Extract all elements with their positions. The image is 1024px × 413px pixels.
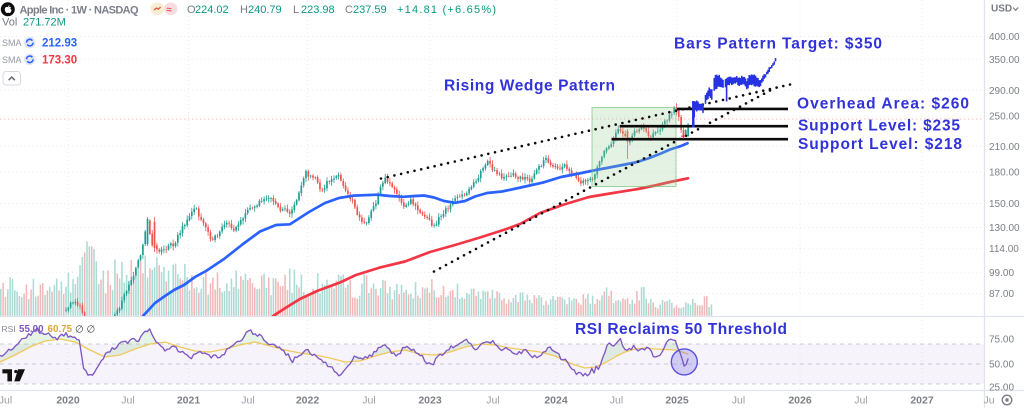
svg-text:2025: 2025 — [665, 395, 689, 407]
svg-text:150.00: 150.00 — [989, 199, 1020, 210]
svg-text:400.00: 400.00 — [989, 32, 1020, 43]
svg-text:180.00: 180.00 — [989, 168, 1020, 179]
svg-text:2023: 2023 — [418, 395, 442, 407]
svg-text:O: O — [187, 4, 196, 16]
svg-text:Jul: Jul — [241, 395, 254, 407]
svg-text:Bars Pattern Target: $350: Bars Pattern Target: $350 — [674, 36, 882, 53]
svg-text:RSI: RSI — [2, 324, 16, 334]
svg-text:H: H — [240, 4, 248, 16]
svg-text:240.79: 240.79 — [248, 4, 282, 16]
svg-text:212.93: 212.93 — [42, 38, 77, 50]
svg-text:114.00: 114.00 — [989, 244, 1019, 255]
svg-text:SMA: SMA — [2, 55, 22, 65]
svg-text:≈: ≈ — [167, 5, 172, 15]
svg-text:75.00: 75.00 — [989, 335, 1014, 346]
svg-text:2027: 2027 — [910, 395, 934, 407]
svg-text:237.59: 237.59 — [353, 4, 387, 16]
svg-text:2020: 2020 — [56, 395, 80, 407]
svg-text:Jul: Jul — [0, 395, 12, 407]
svg-text:99.00: 99.00 — [989, 268, 1014, 279]
svg-text:Support Level: $218: Support Level: $218 — [798, 136, 962, 153]
svg-text:223.98: 223.98 — [301, 4, 335, 16]
svg-text:Rising Wedge Pattern: Rising Wedge Pattern — [444, 78, 615, 95]
svg-text:87.00: 87.00 — [989, 289, 1014, 300]
svg-text:50.00: 50.00 — [989, 360, 1014, 371]
svg-text:290.00: 290.00 — [989, 86, 1020, 97]
svg-text:C: C — [345, 4, 353, 16]
svg-text:25.00: 25.00 — [989, 382, 1014, 393]
svg-text:Ju: Ju — [983, 395, 994, 407]
svg-text:+14.81 (+6.65%): +14.81 (+6.65%) — [397, 4, 496, 16]
svg-text:2021: 2021 — [177, 395, 201, 407]
svg-text:Jul: Jul — [121, 395, 134, 407]
svg-text:Overhead Area: $260: Overhead Area: $260 — [797, 96, 969, 113]
svg-text:130.00: 130.00 — [989, 223, 1020, 234]
svg-text:Jul: Jul — [362, 395, 375, 407]
svg-text:Apple Inc · 1W · NASDAQ: Apple Inc · 1W · NASDAQ — [20, 4, 139, 16]
svg-text:Vol: Vol — [2, 17, 17, 29]
svg-text:173.30: 173.30 — [42, 54, 77, 66]
svg-text:Jul: Jul — [610, 395, 623, 407]
svg-text:250.00: 250.00 — [989, 112, 1020, 123]
svg-text:RSI Reclaims 50 Threshold: RSI Reclaims 50 Threshold — [575, 321, 787, 338]
svg-text:210.00: 210.00 — [989, 142, 1020, 153]
svg-text:350.00: 350.00 — [989, 55, 1020, 66]
svg-text:224.02: 224.02 — [195, 4, 229, 16]
svg-text:Support Level: $235: Support Level: $235 — [798, 118, 960, 135]
svg-text:2022: 2022 — [296, 395, 320, 407]
svg-text:USD: USD — [991, 4, 1012, 15]
svg-text:55.00: 55.00 — [19, 324, 44, 335]
svg-text:2024: 2024 — [544, 395, 568, 407]
svg-text:Jul: Jul — [732, 395, 745, 407]
svg-text:271.72M: 271.72M — [23, 17, 66, 29]
svg-text:Jul: Jul — [854, 395, 867, 407]
svg-text:60.75: 60.75 — [48, 324, 73, 335]
svg-text:∅ ∅: ∅ ∅ — [75, 324, 95, 335]
svg-text:2026: 2026 — [788, 395, 812, 407]
svg-text:Jul: Jul — [486, 395, 499, 407]
svg-text:L: L — [293, 4, 299, 16]
svg-text:SMA: SMA — [2, 38, 22, 48]
